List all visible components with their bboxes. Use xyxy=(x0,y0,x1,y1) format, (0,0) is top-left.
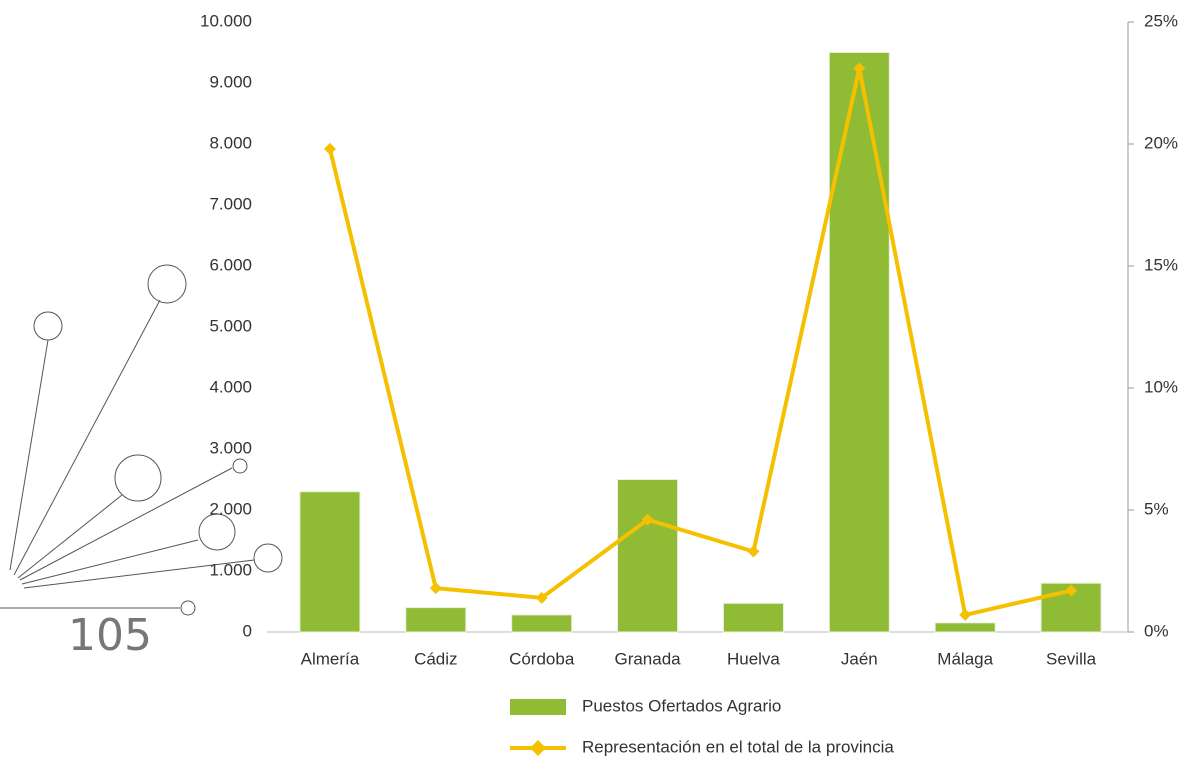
legend-label: Puestos Ofertados Agrario xyxy=(582,696,781,715)
y-tick-label: 2.000 xyxy=(209,499,252,518)
y-tick-label: 9.000 xyxy=(209,72,252,91)
bar xyxy=(405,607,467,633)
y2-tick-label: 0% xyxy=(1144,621,1169,640)
x-tick-label: Cádiz xyxy=(414,649,457,668)
bar xyxy=(828,52,890,633)
bar xyxy=(299,491,361,633)
decoration xyxy=(0,264,283,616)
y-tick-label: 0 xyxy=(243,621,252,640)
line-marker xyxy=(323,142,336,155)
line-marker xyxy=(535,591,548,604)
bar xyxy=(934,622,996,633)
x-tick-label: Huelva xyxy=(727,649,780,668)
y-tick-label: 10.000 xyxy=(200,11,252,30)
y-tick-label: 4.000 xyxy=(209,377,252,396)
y-tick-label: 1.000 xyxy=(209,560,252,579)
line xyxy=(327,67,1072,618)
x-tick-label: Sevilla xyxy=(1046,649,1097,668)
x-tick-label: Granada xyxy=(614,649,681,668)
line-marker xyxy=(1065,584,1078,597)
line-marker xyxy=(641,513,654,526)
legend-swatch xyxy=(510,699,566,715)
y2-tick-label: 20% xyxy=(1144,133,1178,152)
line-marker xyxy=(747,545,760,558)
legend-label: Representación en el total de la provinc… xyxy=(582,737,894,756)
y-tick-label: 8.000 xyxy=(209,133,252,152)
y2-tick-label: 15% xyxy=(1144,255,1178,274)
y-tick-label: 5.000 xyxy=(209,316,252,335)
y2-tick-label: 5% xyxy=(1144,499,1169,518)
y2-tick-label: 25% xyxy=(1144,11,1178,30)
y2-tick-label: 10% xyxy=(1144,377,1178,396)
y-tick-label: 7.000 xyxy=(209,194,252,213)
line-marker xyxy=(959,608,972,621)
bar xyxy=(722,602,784,633)
x-tick-label: Málaga xyxy=(937,649,993,668)
legend-swatch xyxy=(530,740,546,756)
bar xyxy=(511,614,573,633)
bar xyxy=(617,479,679,633)
x-tick-label: Jaén xyxy=(841,649,878,668)
line-marker xyxy=(429,582,442,595)
x-tick-label: Córdoba xyxy=(509,649,575,668)
y-tick-label: 6.000 xyxy=(209,255,252,274)
page-number: 105 xyxy=(68,610,152,661)
x-tick-label: Almería xyxy=(301,649,360,668)
line-marker xyxy=(853,62,866,75)
y-tick-label: 3.000 xyxy=(209,438,252,457)
